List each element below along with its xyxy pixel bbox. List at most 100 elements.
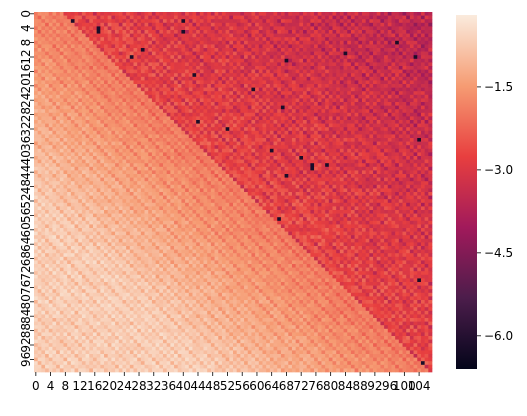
heatmap-cell (321, 22, 326, 27)
heatmap-cell (277, 33, 282, 38)
heatmap-cell (221, 163, 226, 168)
heatmap-cell (280, 62, 285, 67)
heatmap-cell (107, 22, 112, 27)
heatmap-cell (321, 170, 326, 175)
heatmap-cell (70, 148, 75, 153)
heatmap-cell (56, 163, 61, 168)
heatmap-cell (339, 127, 344, 132)
heatmap-cell (100, 134, 105, 139)
heatmap-cell (126, 102, 131, 106)
heatmap-cell (295, 33, 300, 38)
heatmap-cell (280, 159, 285, 164)
heatmap-cell (144, 19, 149, 24)
heatmap-cell (225, 145, 230, 150)
heatmap-cell (299, 138, 304, 142)
heatmap-cell (159, 163, 164, 168)
heatmap-cell (199, 12, 204, 16)
heatmap-cell (207, 148, 212, 153)
heatmap-cell (229, 102, 234, 106)
heatmap-cell (236, 91, 241, 96)
heatmap-cell (159, 73, 164, 78)
heatmap-cell (107, 170, 112, 175)
heatmap-cell (41, 116, 46, 121)
heatmap-cell (225, 166, 230, 171)
heatmap-cell (354, 145, 359, 150)
heatmap-cell (295, 148, 300, 153)
heatmap-cell (402, 58, 407, 63)
heatmap-cell (81, 51, 86, 56)
heatmap-cell (314, 159, 319, 164)
heatmap-cell (413, 40, 418, 45)
heatmap-cell (269, 12, 274, 16)
heatmap-cell (148, 98, 153, 103)
heatmap-cell (424, 156, 429, 160)
heatmap-cell (107, 138, 112, 142)
heatmap-cell (162, 55, 168, 60)
heatmap-cell (148, 69, 153, 74)
heatmap-cell (291, 40, 296, 45)
heatmap-cell (34, 84, 39, 88)
heatmap-cell (225, 109, 230, 114)
heatmap-cell (37, 177, 42, 182)
heatmap-cell (45, 138, 50, 142)
heatmap-cell (280, 33, 285, 38)
heatmap-cell (332, 51, 337, 56)
heatmap-cell (92, 102, 97, 106)
heatmap-cell (347, 58, 352, 63)
heatmap-cell (391, 15, 396, 20)
heatmap-cell (288, 76, 293, 81)
heatmap-cell (37, 170, 42, 175)
heatmap-cell (258, 26, 263, 31)
heatmap-cell (229, 94, 234, 99)
heatmap-cell (251, 163, 256, 168)
heatmap-cell (325, 116, 330, 121)
heatmap-cell (56, 15, 61, 20)
heatmap-cell (225, 66, 230, 70)
heatmap-cell (299, 12, 304, 16)
heatmap-cell (207, 12, 212, 16)
heatmap-cell (67, 134, 72, 139)
heatmap-cell (52, 138, 57, 142)
heatmap-cell (52, 69, 57, 74)
heatmap-cell (170, 94, 175, 99)
heatmap-cell (255, 80, 260, 85)
heatmap-cell (384, 26, 389, 31)
heatmap-cell (299, 26, 304, 31)
heatmap-cell (354, 51, 359, 56)
heatmap-cell (262, 127, 267, 132)
heatmap-cell (70, 37, 75, 42)
heatmap-cell (74, 30, 79, 34)
heatmap-cell (420, 66, 425, 70)
heatmap-cell (336, 120, 341, 124)
heatmap-cell (96, 37, 101, 42)
heatmap-cell (207, 94, 212, 99)
heatmap-cell (387, 33, 392, 38)
heatmap-cell (350, 51, 355, 56)
heatmap-cell (56, 30, 61, 34)
heatmap-cell (115, 37, 120, 42)
heatmap-cell (428, 152, 433, 157)
heatmap-cell (347, 26, 352, 31)
heatmap-cell (266, 12, 271, 16)
heatmap-cell (188, 170, 193, 175)
heatmap-cell (350, 120, 355, 124)
heatmap-cell (199, 84, 204, 88)
heatmap-cell (199, 105, 204, 110)
heatmap-cell (387, 51, 392, 56)
heatmap-cell (162, 152, 168, 157)
heatmap-cell (380, 98, 385, 103)
heatmap-cell (273, 44, 278, 49)
heatmap-cell (420, 73, 425, 78)
heatmap-cell (339, 112, 344, 117)
heatmap-cell (373, 55, 378, 60)
heatmap-cell (188, 127, 193, 132)
heatmap-cell (74, 73, 79, 78)
heatmap-cell (251, 130, 256, 135)
heatmap-cell (196, 84, 201, 88)
heatmap-cell (347, 112, 352, 117)
heatmap-cell (188, 159, 193, 164)
heatmap-cell (115, 148, 120, 153)
heatmap-cell (373, 22, 378, 27)
heatmap-cell (37, 80, 42, 85)
heatmap-cell (413, 84, 418, 88)
